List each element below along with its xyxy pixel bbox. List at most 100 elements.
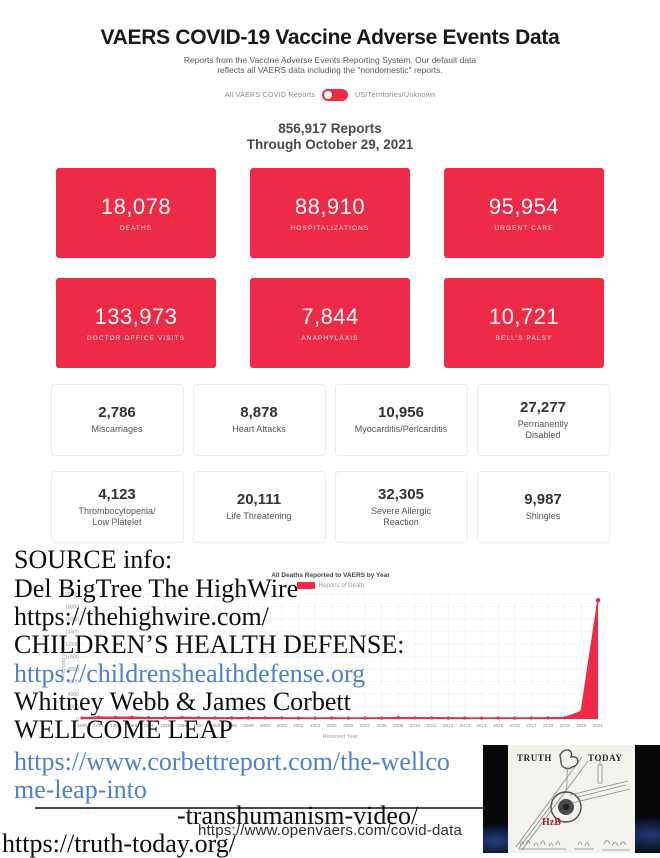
divider-line [35,807,490,809]
red-stat-value: 7,844 [301,304,359,329]
thumbnail-sketch-panel: TRUTH TODAY HzB [508,745,635,853]
page-title: VAERS COVID-19 Vaccine Adverse Events Da… [100,26,560,49]
svg-text:2018: 2018 [543,723,554,728]
svg-text:Received Year: Received Year [323,734,358,740]
white-stat-label: Myocarditis/Pericarditis [354,424,448,435]
white-stat-label: Heart Attacks [232,424,286,435]
white-stat-label: Thrombocytopenia/ Low Platelet [78,505,156,527]
svg-text:1997: 1997 [193,723,204,728]
thumbnail-word-truth: TRUTH [517,753,552,763]
legend-label: Reports of Death [318,582,365,589]
svg-text:2003: 2003 [293,723,304,728]
svg-text:2000: 2000 [68,704,79,710]
white-stat-value: 27,277 [520,398,566,416]
svg-text:2001: 2001 [260,723,271,728]
svg-text:14000: 14000 [65,629,79,635]
truth-today-video-thumbnail[interactable]: TRUTH TODAY HzB [483,745,660,853]
red-stat-label: HOSPITALIZATIONS [290,225,370,232]
overlay-wellcome-leap-name: WELLCOME LEAP [14,715,233,744]
red-stat-label: ANAPHYLAXIS [301,335,359,342]
svg-text:2008: 2008 [376,723,387,728]
svg-text:2020: 2020 [576,723,587,728]
overlay-chd-link[interactable]: https://childrenshealthdefense.org [14,659,366,688]
white-stat-card-grid: 2,786 Miscarriages 8,878 Heart Attacks 10,95… [50,384,610,543]
red-stat-card: 95,954 URGENT CARE [444,168,604,258]
red-stat-value: 10,721 [488,304,560,329]
svg-text:Reports of Death: Reports of Death [61,636,67,677]
white-stat-card: 20,111 Life Threatening [192,471,326,543]
white-stat-card: 4,123 Thrombocytopenia/ Low Platelet [50,471,184,543]
chart-title: All Deaths Reported to VAERS by Year [271,572,390,579]
white-stat-value: 10,956 [378,404,424,422]
toggle-switch[interactable] [322,89,349,101]
subtitle-line-2: reflects all VAERS data including the "n… [217,65,443,75]
overlay-highwire-name: Del BigTree The HighWire [14,574,299,603]
white-stat-label: Permanently Disabled [517,418,569,440]
thumbnail-word-today: TODAY [588,753,623,763]
overlay-transhumanism-text: -transhumanism-video/ [177,801,419,830]
toggle-right-label: US/Territories/Unknown [355,91,436,99]
svg-text:1999: 1999 [227,723,238,728]
white-stat-value: 32,305 [378,485,424,503]
svg-text:1991: 1991 [94,723,105,728]
subtitle-line-1: Reports from the Vaccine Adverse Events … [183,55,477,65]
red-stat-label: URGENT CARE [494,225,554,232]
white-stat-card: 32,305 Severe Allergic Reaction [334,471,468,543]
svg-text:1990: 1990 [77,723,88,728]
overlay-corbett-link-line1[interactable]: https://www.corbettreport.com/the-wellco [14,747,450,776]
white-stat-card: 27,277 Permanently Disabled [476,384,610,456]
overlay-truth-today-url: https://truth-today.org/ [2,829,236,858]
overlay-chd-name: CHILDREN’S HEALTH DEFENSE: [14,630,405,659]
svg-text:2013: 2013 [460,723,471,728]
chart-legend: Reports of Death [58,582,603,589]
pencil-sketch-drawing: TRUTH TODAY HzB [515,749,631,851]
svg-text:2005: 2005 [327,723,338,728]
svg-text:2004: 2004 [310,723,321,728]
svg-text:2010: 2010 [410,723,421,728]
white-stat-label: Severe Allergic Reaction [370,505,432,527]
white-stat-value: 8,878 [240,404,278,422]
svg-text:0: 0 [76,717,79,723]
svg-text:1995: 1995 [160,723,171,728]
svg-text:8000: 8000 [68,667,79,673]
svg-text:2002: 2002 [277,723,288,728]
white-stat-label: Shingles [525,511,561,522]
svg-text:2021: 2021 [593,723,603,728]
red-stat-value: 18,078 [100,194,172,219]
overlay-corbett-link-line2[interactable]: me-leap-into [14,775,147,804]
red-stat-card-grid: 18,078 DEATHS 88,910 HOSPITALIZATIONS 95,954… [56,168,604,368]
svg-text:2012: 2012 [443,723,454,728]
red-stat-value: 88,910 [294,194,366,219]
red-stat-label: BELL'S PALSY [495,335,553,342]
svg-text:1996: 1996 [177,723,188,728]
reports-count: 856,917 Reports [278,121,382,136]
vaers-dashboard: VAERS COVID-19 Vaccine Adverse Events Da… [0,26,660,543]
red-stat-card: 133,973 DOCTOR OFFICE VISITS [56,278,216,368]
svg-text:4000: 4000 [68,692,79,698]
report-scope-toggle-row: All VAERS COVID Reports US/Territories/U… [0,89,660,101]
white-stat-label: Life Threatening [226,511,292,522]
openvaers-watermark-url: https://www.openvaers.com/covid-data [198,822,462,839]
svg-text:2017: 2017 [526,723,537,728]
white-stat-value: 9,987 [524,491,562,509]
svg-text:2007: 2007 [360,723,371,728]
white-stat-value: 4,123 [98,485,136,503]
reports-summary: 856,917 Reports Through October 29, 2021 [0,121,660,152]
deaths-by-year-chart: All Deaths Reported to VAERS by Year Rep… [58,572,603,750]
svg-text:2006: 2006 [343,723,354,728]
chart-plot-area: 0 2000 4000 6000 8000 10000 12000 14000 16000 180… [61,592,603,740]
overlay-highwire-url: https://thehighwire.com/ [14,602,269,631]
white-stat-label: Miscarriages [91,424,143,435]
overlay-source-heading: SOURCE info: [14,545,173,574]
svg-text:20000: 20000 [65,592,79,598]
svg-text:2014: 2014 [476,723,487,728]
svg-text:18000: 18000 [65,604,79,610]
svg-text:2009: 2009 [393,723,404,728]
svg-text:12000: 12000 [65,642,79,648]
thumbnail-hzb-watermark: HzB [542,817,561,828]
white-stat-card: 8,878 Heart Attacks [192,384,326,456]
red-stat-card: 7,844 ANAPHYLAXIS [250,278,410,368]
red-stat-value: 133,973 [94,304,178,329]
svg-text:1994: 1994 [143,723,154,728]
toggle-left-label: All VAERS COVID Reports [224,91,316,99]
